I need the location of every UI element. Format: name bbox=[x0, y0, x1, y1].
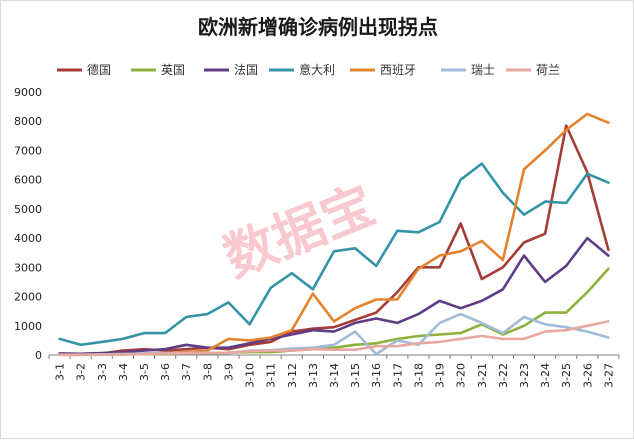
y-tick-label: 8000 bbox=[14, 115, 42, 128]
x-tick-label: 3-5 bbox=[138, 363, 151, 381]
x-tick-label: 3-10 bbox=[244, 363, 257, 388]
x-tick-label: 3-17 bbox=[391, 363, 404, 388]
x-tick-label: 3-21 bbox=[476, 363, 489, 388]
legend-label: 法国 bbox=[234, 63, 258, 77]
x-tick-label: 3-22 bbox=[497, 363, 510, 388]
legend-label: 德国 bbox=[87, 62, 111, 77]
series-line bbox=[58, 236, 610, 356]
legend-label: 荷兰 bbox=[536, 63, 560, 77]
y-tick-label: 9000 bbox=[14, 86, 42, 99]
y-tick-label: 0 bbox=[35, 349, 42, 362]
y-tick-label: 5000 bbox=[14, 203, 42, 216]
series-line bbox=[58, 320, 610, 357]
x-tick-label: 3-19 bbox=[434, 363, 447, 388]
legend-label: 西班牙 bbox=[380, 63, 416, 77]
x-tick-label: 3-27 bbox=[602, 363, 615, 388]
x-tick-label: 3-25 bbox=[560, 363, 573, 388]
x-tick-label: 3-1 bbox=[54, 363, 67, 381]
y-tick-label: 7000 bbox=[14, 144, 42, 157]
x-tick-label: 3-9 bbox=[222, 363, 235, 381]
x-tick-label: 3-14 bbox=[328, 363, 341, 388]
x-tick-label: 3-13 bbox=[307, 363, 320, 388]
y-tick-label: 2000 bbox=[14, 291, 42, 304]
x-tick-label: 3-2 bbox=[75, 363, 88, 381]
legend-label: 瑞士 bbox=[471, 63, 495, 77]
x-axis: 3-1 3-2 3-3 3-4 3-5 3-6 3-7 3-8 3-9 3-10 3-11 3-12 3… bbox=[48, 354, 620, 388]
x-tick-label: 3-8 bbox=[201, 363, 214, 381]
x-tick-label: 3-26 bbox=[581, 363, 594, 388]
x-tick-label: 3-3 bbox=[96, 363, 109, 381]
legend: 德国 英国 法国 意大利 西班牙 瑞士 荷兰 bbox=[57, 62, 560, 77]
series-line bbox=[58, 162, 610, 347]
y-axis-ticks: 0 1000 2000 3000 4000 5000 6000 7000 8000 9000 bbox=[14, 86, 42, 362]
legend-label: 英国 bbox=[161, 63, 185, 77]
x-tick-label: 3-20 bbox=[455, 363, 468, 388]
y-tick-label: 6000 bbox=[14, 174, 42, 187]
x-tick-label: 3-11 bbox=[265, 363, 278, 388]
x-tick-label: 3-18 bbox=[412, 363, 425, 388]
y-tick-label: 1000 bbox=[14, 320, 42, 333]
y-tick-label: 4000 bbox=[14, 232, 42, 245]
x-tick-label: 3-12 bbox=[286, 363, 299, 388]
y-tick-label: 3000 bbox=[14, 261, 42, 274]
x-tick-label: 3-4 bbox=[117, 363, 130, 381]
series-line bbox=[58, 267, 610, 357]
x-tick-label: 3-16 bbox=[370, 363, 383, 388]
legend-label: 意大利 bbox=[299, 62, 335, 77]
series-lines bbox=[58, 112, 610, 357]
x-tick-label: 3-7 bbox=[180, 363, 193, 381]
x-tick-label: 3-6 bbox=[159, 363, 172, 381]
watermark-text: 数据宝 bbox=[216, 175, 383, 289]
x-tick-label: 3-15 bbox=[349, 363, 362, 388]
chart-title: 欧洲新增确诊病例出现拐点 bbox=[198, 15, 438, 39]
x-tick-label: 3-23 bbox=[518, 363, 531, 388]
x-tick-label: 3-24 bbox=[539, 363, 552, 388]
